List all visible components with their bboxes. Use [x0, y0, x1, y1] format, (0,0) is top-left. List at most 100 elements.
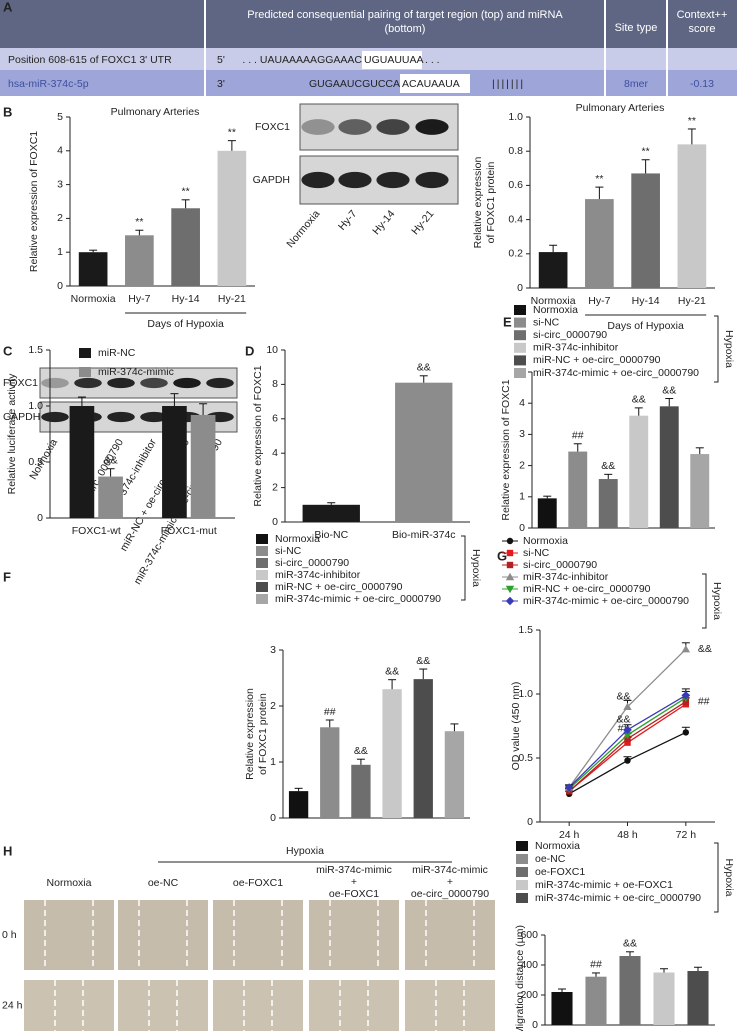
- point: [624, 757, 631, 764]
- blot-strip: [39, 367, 238, 399]
- group-label: Hypoxia: [286, 845, 324, 857]
- column-label: miR-374c-mimic: [316, 864, 392, 876]
- legend-marker: [505, 572, 515, 581]
- legend-label: miR-374c-mimic + oe-circ_0000790: [533, 367, 699, 379]
- bar: [413, 679, 433, 818]
- group-label: Days of Hypoxia: [147, 318, 224, 330]
- point: [623, 725, 632, 735]
- legend-swatch: [256, 570, 268, 580]
- blot-band: [376, 171, 410, 189]
- legend-swatch: [514, 342, 526, 353]
- bar: [382, 689, 402, 818]
- y-tick-label: 0.6: [508, 179, 523, 191]
- point: [623, 702, 632, 710]
- bar: [78, 252, 108, 286]
- x-tick-label: 72 h: [676, 829, 697, 841]
- bracket-label: Hypoxia: [723, 859, 735, 897]
- mirna-seed: ACAUAAUA: [402, 78, 460, 90]
- legend-label: miR-NC + oe-circ_0000790: [523, 583, 651, 595]
- y-tick-label: 600: [520, 929, 538, 941]
- table-header-bg: [0, 0, 737, 48]
- y-tick-label: 0.2: [508, 248, 523, 260]
- blot-lane-label: Hy-21: [409, 208, 436, 237]
- y-tick-label: 0: [37, 512, 43, 524]
- x-tick-label: Hy-14: [632, 295, 660, 307]
- blot-band: [301, 171, 335, 189]
- blot-band: [415, 171, 449, 189]
- bar: [629, 415, 649, 528]
- x-tick-label: Hy-7: [128, 293, 150, 305]
- row-label: 24 h: [2, 999, 23, 1011]
- legend-swatch: [256, 546, 268, 556]
- legend-marker: [506, 549, 514, 557]
- y-axis-label: of FOXC1 protein: [485, 161, 497, 243]
- y-tick-label: 1.0: [28, 400, 43, 412]
- bar: [677, 144, 707, 288]
- legend-label: miR-374c-mimic + oe-circ_0000790: [275, 593, 441, 605]
- y-axis-label: Relative expression: [472, 157, 484, 249]
- y-tick-label: 0.5: [518, 752, 533, 764]
- y-tick-label: 3: [270, 644, 276, 656]
- legend-label: miR-NC + oe-circ_0000790: [275, 581, 403, 593]
- blot-band: [41, 377, 69, 389]
- legend-swatch: [516, 893, 528, 903]
- legend-label: si-circ_0000790: [523, 559, 597, 571]
- x-tick-label: 24 h: [559, 829, 580, 841]
- blot-band: [338, 119, 372, 135]
- legend-label: miR-374c-mimic: [98, 366, 174, 378]
- column-label: Normoxia: [47, 877, 92, 889]
- annotation: **: [135, 216, 143, 228]
- legend-label: Normoxia: [533, 304, 578, 316]
- y-tick-label: 0: [270, 812, 276, 824]
- target-seed: UGUAUUAA: [364, 54, 424, 66]
- micrograph: [24, 980, 114, 1031]
- seed-box: [362, 51, 422, 69]
- x-tick-label: Hy-21: [218, 293, 246, 305]
- bar: [687, 971, 709, 1025]
- blot-row-label: GAPDH: [3, 411, 40, 423]
- pairing: |||||||: [492, 78, 525, 90]
- bar: [690, 454, 710, 528]
- legend-label: si-NC: [275, 545, 302, 557]
- annotation: ##: [590, 959, 602, 971]
- legend-swatch: [514, 355, 526, 366]
- micrograph: [118, 980, 208, 1031]
- y-tick-label: 6: [272, 413, 278, 425]
- annotation: ##: [618, 723, 630, 735]
- y-tick-label: 4: [272, 447, 278, 459]
- panel-label: A: [3, 0, 13, 14]
- panel-label: F: [3, 569, 11, 584]
- y-axis-label: Relative expression of FOXC1: [500, 379, 512, 520]
- blot-lane-label: Hy-14: [370, 208, 397, 237]
- annotation: &&: [632, 394, 646, 406]
- bar: [302, 504, 360, 522]
- legend-label: Normoxia: [535, 840, 580, 852]
- blot-row-label: GAPDH: [253, 174, 290, 186]
- micrograph: [213, 900, 303, 970]
- annotation: &&: [616, 714, 630, 726]
- x-tick-label: Bio-miR-374c: [392, 529, 456, 541]
- panel-label: D: [245, 343, 254, 358]
- y-tick-label: 5: [57, 111, 63, 123]
- legend-label: miR-374c-inhibitor: [533, 342, 619, 354]
- x-tick-label: FOXC1-mut: [161, 525, 217, 537]
- legend-swatch: [514, 330, 526, 341]
- annotation: &&: [616, 691, 630, 703]
- blot-band: [173, 377, 201, 389]
- annotation: **: [642, 146, 650, 158]
- bar: [585, 976, 607, 1025]
- x-tick-label: Normoxia: [531, 295, 576, 307]
- x-tick-label: Bio-NC: [314, 529, 348, 541]
- x-tick-label: Hy-21: [678, 295, 706, 307]
- annotation: &&: [104, 455, 118, 467]
- blot-band: [107, 377, 135, 389]
- panel-label: H: [3, 843, 12, 858]
- y-tick-label: 10: [266, 344, 278, 356]
- annotation: &&: [623, 938, 637, 950]
- bar: [395, 382, 453, 522]
- blot-band: [338, 171, 372, 189]
- bar: [69, 406, 95, 518]
- y-tick-label: 0.5: [28, 456, 43, 468]
- bar: [585, 199, 614, 288]
- target-sequence: . . . UAUAAAAAGGAAAC: [242, 54, 362, 66]
